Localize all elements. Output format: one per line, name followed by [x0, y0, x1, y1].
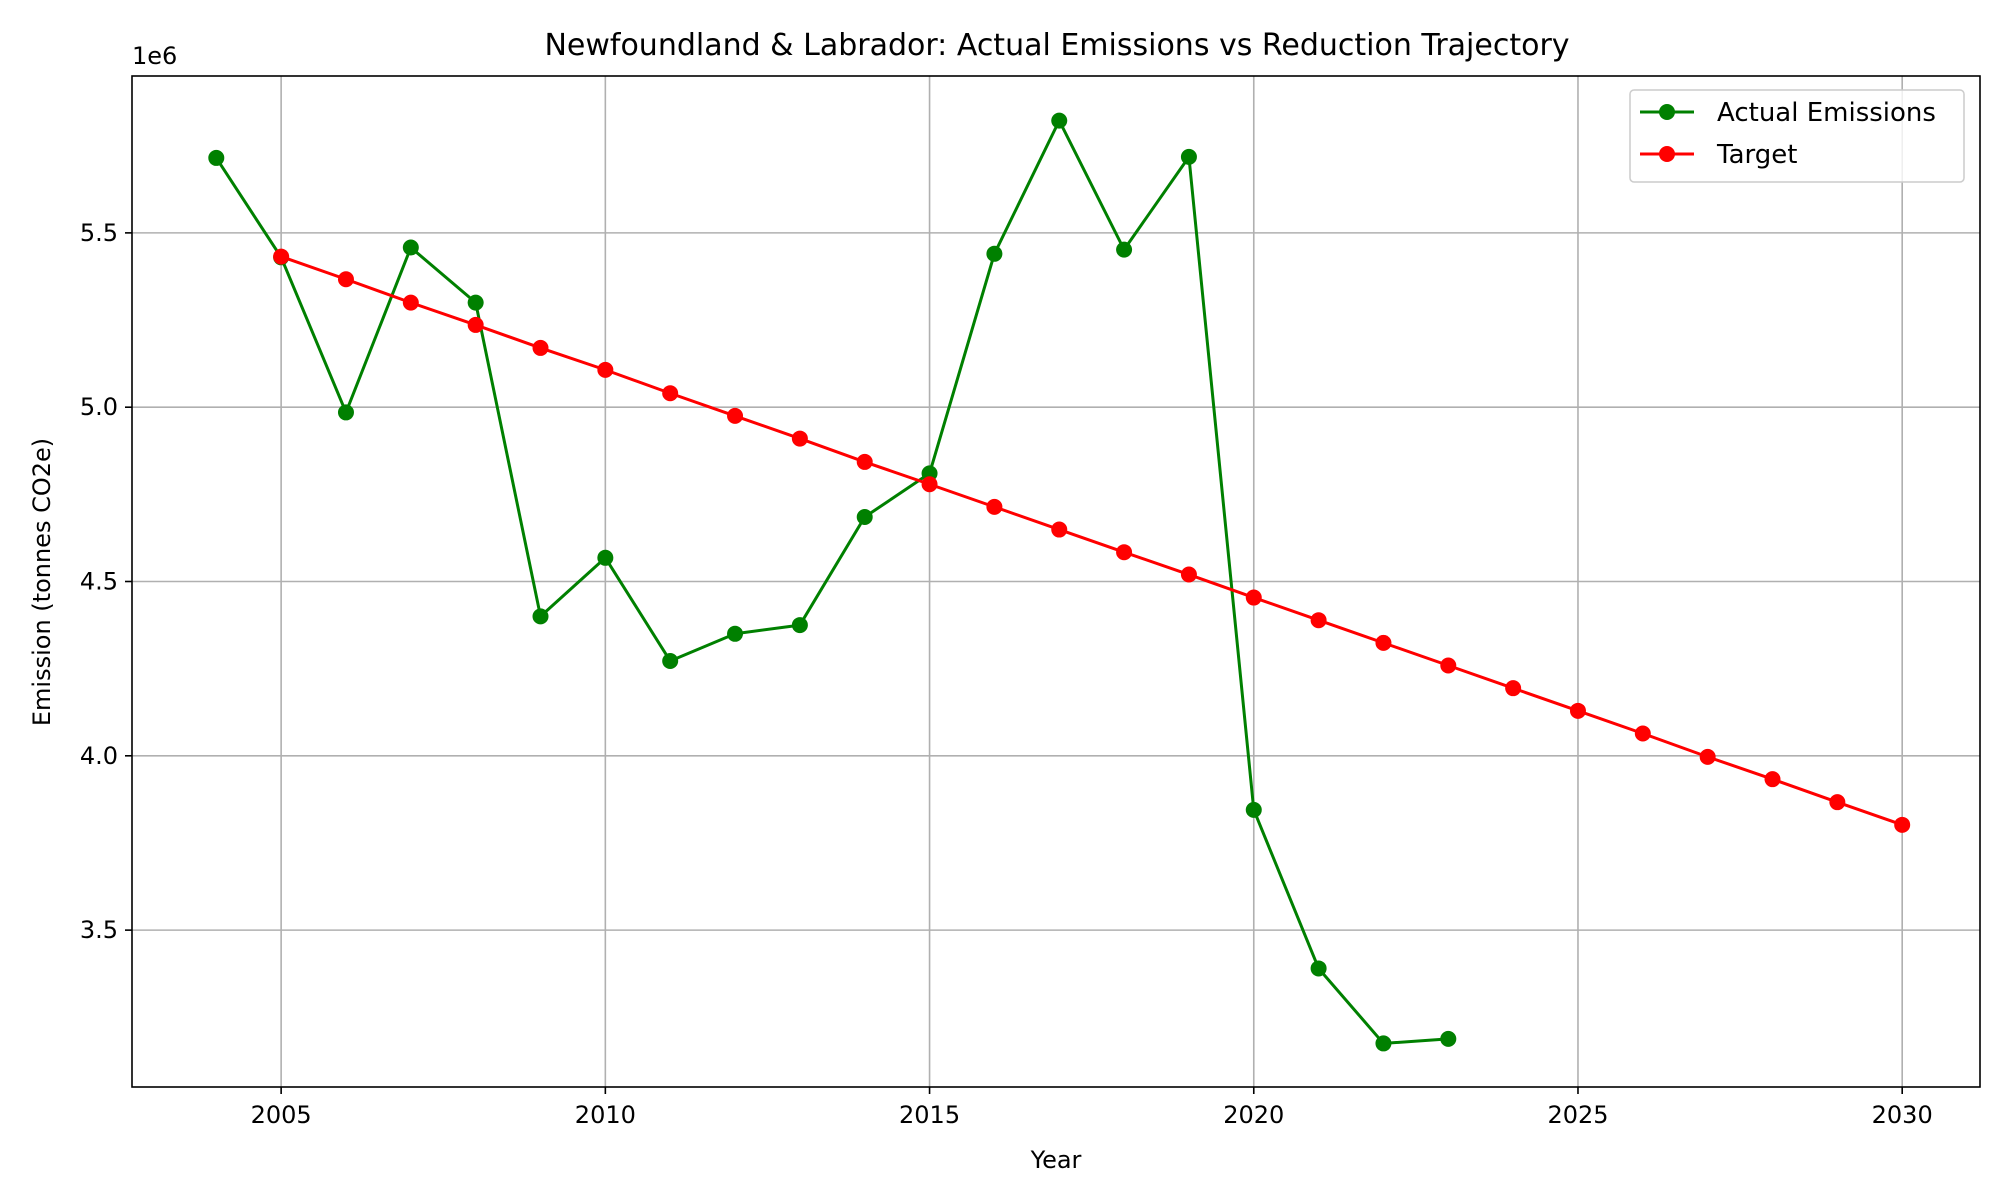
plot-area-frame	[131, 75, 1981, 1088]
x-axis-label: Year	[1030, 1146, 1082, 1174]
y-tick-label: 3.5	[80, 916, 118, 944]
legend-marker-target	[1659, 146, 1675, 162]
data-point	[208, 149, 225, 166]
data-point	[273, 248, 290, 265]
data-point	[1764, 771, 1781, 788]
data-point	[1375, 634, 1392, 651]
data-point	[402, 294, 419, 311]
data-point	[662, 652, 679, 669]
data-point	[727, 407, 744, 424]
grid-lines	[132, 76, 1980, 1087]
data-point	[1375, 1035, 1392, 1052]
data-point	[1310, 612, 1327, 629]
data-point	[1634, 725, 1651, 742]
y-tick-label: 5.5	[80, 219, 118, 247]
x-tick-label: 2030	[1872, 1101, 1933, 1129]
legend-marker-actual	[1659, 104, 1675, 120]
x-tick-label: 2015	[899, 1101, 960, 1129]
data-point	[1180, 148, 1197, 165]
data-point	[921, 476, 938, 493]
data-point	[727, 625, 744, 642]
data-point	[1180, 566, 1197, 583]
data-point	[402, 239, 419, 256]
data-point	[1699, 748, 1716, 765]
y-offset-label: 1e6	[132, 42, 177, 70]
data-point	[856, 453, 873, 470]
data-point	[1829, 794, 1846, 811]
series-0	[208, 112, 1457, 1052]
y-tick-label: 5.0	[80, 393, 118, 421]
data-point	[1569, 702, 1586, 719]
data-point	[1440, 657, 1457, 674]
legend-entry-target: Target	[1640, 140, 1797, 170]
data-point	[986, 245, 1003, 262]
x-tick-label: 2025	[1547, 1101, 1608, 1129]
data-point	[467, 294, 484, 311]
data-point	[856, 509, 873, 526]
series-1	[273, 248, 1911, 833]
data-point	[337, 404, 354, 421]
data-point	[986, 498, 1003, 515]
data-point	[532, 339, 549, 356]
data-point	[597, 361, 614, 378]
data-point	[1894, 816, 1911, 833]
y-tick-label: 4.5	[80, 568, 118, 596]
axis-ticks: 2005 2010 2015 2020 2025 2030 3.5 4.0 4.5 5.0 5.5	[80, 219, 1933, 1129]
data-point	[337, 271, 354, 288]
data-point	[597, 549, 614, 566]
data-point	[1245, 801, 1262, 818]
data-point	[1440, 1030, 1457, 1047]
data-point	[1310, 960, 1327, 977]
data-point	[532, 608, 549, 625]
legend-label-target: Target	[1716, 140, 1797, 170]
data-point	[1116, 544, 1133, 561]
y-tick-label: 4.0	[80, 742, 118, 770]
legend: Actual Emissions Target	[1629, 89, 1965, 183]
data-point	[791, 430, 808, 447]
series-layer	[208, 112, 1911, 1052]
data-point	[1245, 589, 1262, 606]
data-point	[1051, 112, 1068, 129]
x-tick-label: 2020	[1223, 1101, 1284, 1129]
legend-label-actual: Actual Emissions	[1717, 98, 1936, 128]
data-point	[1051, 521, 1068, 538]
x-tick-label: 2010	[575, 1101, 636, 1129]
series-line	[280, 255, 1903, 827]
data-point	[1116, 241, 1133, 258]
data-point	[1505, 680, 1522, 697]
legend-box	[1629, 89, 1965, 183]
data-point	[791, 617, 808, 634]
data-point	[662, 385, 679, 402]
y-axis-label: Emission (tonnes CO2e)	[28, 438, 56, 726]
series-line	[215, 119, 1449, 1045]
x-tick-label: 2005	[251, 1101, 312, 1129]
legend-entry-actual: Actual Emissions	[1640, 98, 1936, 128]
chart-title: Newfoundland & Labrador: Actual Emission…	[544, 28, 1569, 63]
data-point	[467, 316, 484, 333]
